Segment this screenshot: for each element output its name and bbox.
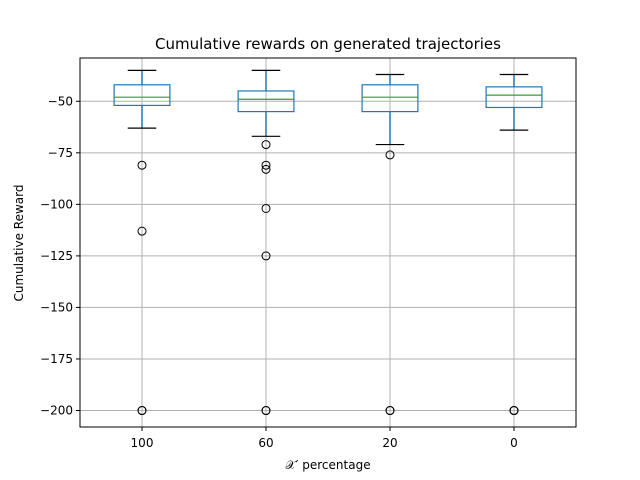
y-axis-label: Cumulative Reward	[12, 185, 26, 302]
outlier-point	[509, 406, 519, 416]
box-20	[361, 73, 419, 416]
tick-layer: −50 −75 −100 −125 −150 −175 −200 100 60 20 0	[40, 94, 518, 450]
box-100	[113, 69, 171, 416]
x-tick-label: 20	[382, 436, 397, 450]
y-tick-label: −50	[48, 94, 73, 108]
x-axis-label: 𝒳′ percentage	[285, 458, 370, 472]
outlier-point	[385, 406, 395, 416]
iqr-box	[237, 90, 295, 113]
box-0	[485, 73, 543, 416]
x-tick-label: 0	[510, 436, 518, 450]
iqr-box	[113, 84, 171, 107]
y-tick-label: −75	[48, 146, 73, 160]
outlier-point	[261, 160, 271, 170]
y-tick-label: −175	[40, 352, 73, 366]
plot-frame	[79, 57, 577, 428]
x-tick-label: 60	[258, 436, 273, 450]
y-tick-label: −200	[40, 404, 73, 418]
outlier-point	[137, 160, 147, 170]
outlier-point	[261, 203, 271, 213]
outlier-point	[261, 164, 271, 174]
box-60	[237, 69, 295, 416]
outlier-point	[261, 251, 271, 261]
outlier-point	[261, 406, 271, 416]
y-tick-label: −100	[40, 197, 73, 211]
outlier-point	[385, 150, 395, 160]
outlier-point	[137, 226, 147, 236]
x-tick-label: 100	[131, 436, 154, 450]
outlier-point	[261, 140, 271, 150]
chart-title: Cumulative rewards on generated trajecto…	[155, 35, 501, 53]
iqr-box	[361, 84, 419, 113]
y-tick-label: −125	[40, 249, 73, 263]
iqr-box	[485, 86, 543, 109]
y-tick-label: −150	[40, 300, 73, 314]
outlier-point	[137, 406, 147, 416]
box-layer	[113, 69, 543, 416]
